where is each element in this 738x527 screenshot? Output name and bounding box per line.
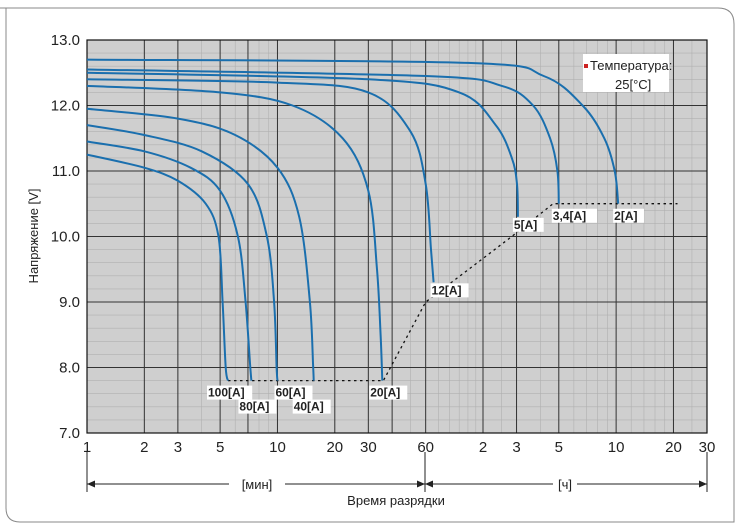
plot-border (86, 39, 708, 434)
series-line-5A (86, 71, 519, 217)
x-tick-label: 2 (479, 439, 487, 456)
curve-label-bg (274, 385, 313, 400)
minutes-unit-label: [мин] (242, 477, 273, 492)
x-tick-label: 20 (665, 439, 682, 456)
curve-label-bg (292, 399, 331, 414)
curve-label-bg (512, 217, 544, 232)
curve-label-bg (238, 399, 277, 414)
series-line-100A (86, 153, 229, 381)
hours-range-arrow (425, 452, 708, 492)
curve-label: 60[A] (275, 386, 305, 400)
curve-labels: 100[A]80[A] 60[A]40[A] 20[A] 12[A] 5[A] 3,4[A… (207, 208, 644, 414)
curve-label: 3,4[A] (553, 209, 586, 223)
curve-label-bg (430, 283, 469, 298)
y-tick-label: 9.0 (59, 294, 80, 311)
curve-label-bg (551, 208, 597, 223)
curve-label-bg (369, 385, 408, 400)
series-line-40A (86, 107, 315, 381)
x-tick-label: 2 (140, 439, 148, 456)
x-tick-label: 10 (608, 439, 625, 456)
curve-label: 12[A] (432, 283, 462, 297)
x-tick-label: 10 (269, 439, 286, 456)
x-axis-title: Время разрядки (347, 493, 445, 508)
series-line-12A (86, 78, 435, 283)
series-line-2A (86, 58, 620, 204)
y-tick-label: 8.0 (59, 360, 80, 377)
series-line-60A (86, 124, 279, 381)
curve-label: 20[A] (370, 386, 400, 400)
legend-box (583, 54, 669, 92)
end-voltage-dotted-line (228, 203, 678, 382)
y-tick-label: 12.0 (51, 98, 80, 115)
end-voltage-line (228, 203, 678, 382)
x-tick-label: 30 (699, 439, 716, 456)
curve-label-bg (207, 385, 253, 400)
curve-label-bg (613, 208, 644, 223)
x-tick-label: 5 (216, 439, 224, 456)
x-tick-label: 60 (417, 439, 434, 456)
x-tick-label: 20 (326, 439, 343, 456)
y-tick-label: 11.0 (52, 163, 80, 180)
hours-unit-label: [ч] (558, 477, 572, 492)
legend-text-line2: 25[°C] (615, 77, 651, 92)
x-tick-label: 3 (512, 439, 520, 456)
curve-label: 2[A] (614, 209, 637, 223)
x-tick-label: 30 (360, 439, 377, 456)
legend-text-line1: Температура: (590, 58, 672, 73)
x-tick-label: 3 (174, 439, 182, 456)
y-axis-title: Напряжение [V] (26, 189, 41, 284)
y-tick-labels: 7.0 8.0 9.0 10.0 11.0 12.0 13.0 (51, 32, 80, 442)
chart-frame (0, 7, 735, 523)
curve-label: 40[A] (294, 400, 324, 414)
minutes-range-arrow (86, 452, 426, 492)
series-line-20A (86, 84, 384, 381)
curve-label: 100[A] (208, 386, 245, 400)
y-tick-label: 13.0 (51, 32, 80, 49)
curve-label: 5[A] (514, 218, 537, 232)
legend-marker (584, 64, 588, 68)
series-lines (86, 58, 620, 381)
series-line-80A (86, 140, 253, 381)
curve-label: 80[A] (239, 400, 269, 414)
x-tick-label: 1 (83, 439, 91, 456)
x-tick-label: 5 (555, 439, 563, 456)
x-tick-labels: 1 2 3 5 10 20 30 60 2 3 5 10 20 30 (83, 439, 716, 456)
y-tick-label: 7.0 (59, 425, 80, 442)
series-line-34A (86, 68, 560, 204)
y-tick-label: 10.0 (51, 229, 80, 246)
